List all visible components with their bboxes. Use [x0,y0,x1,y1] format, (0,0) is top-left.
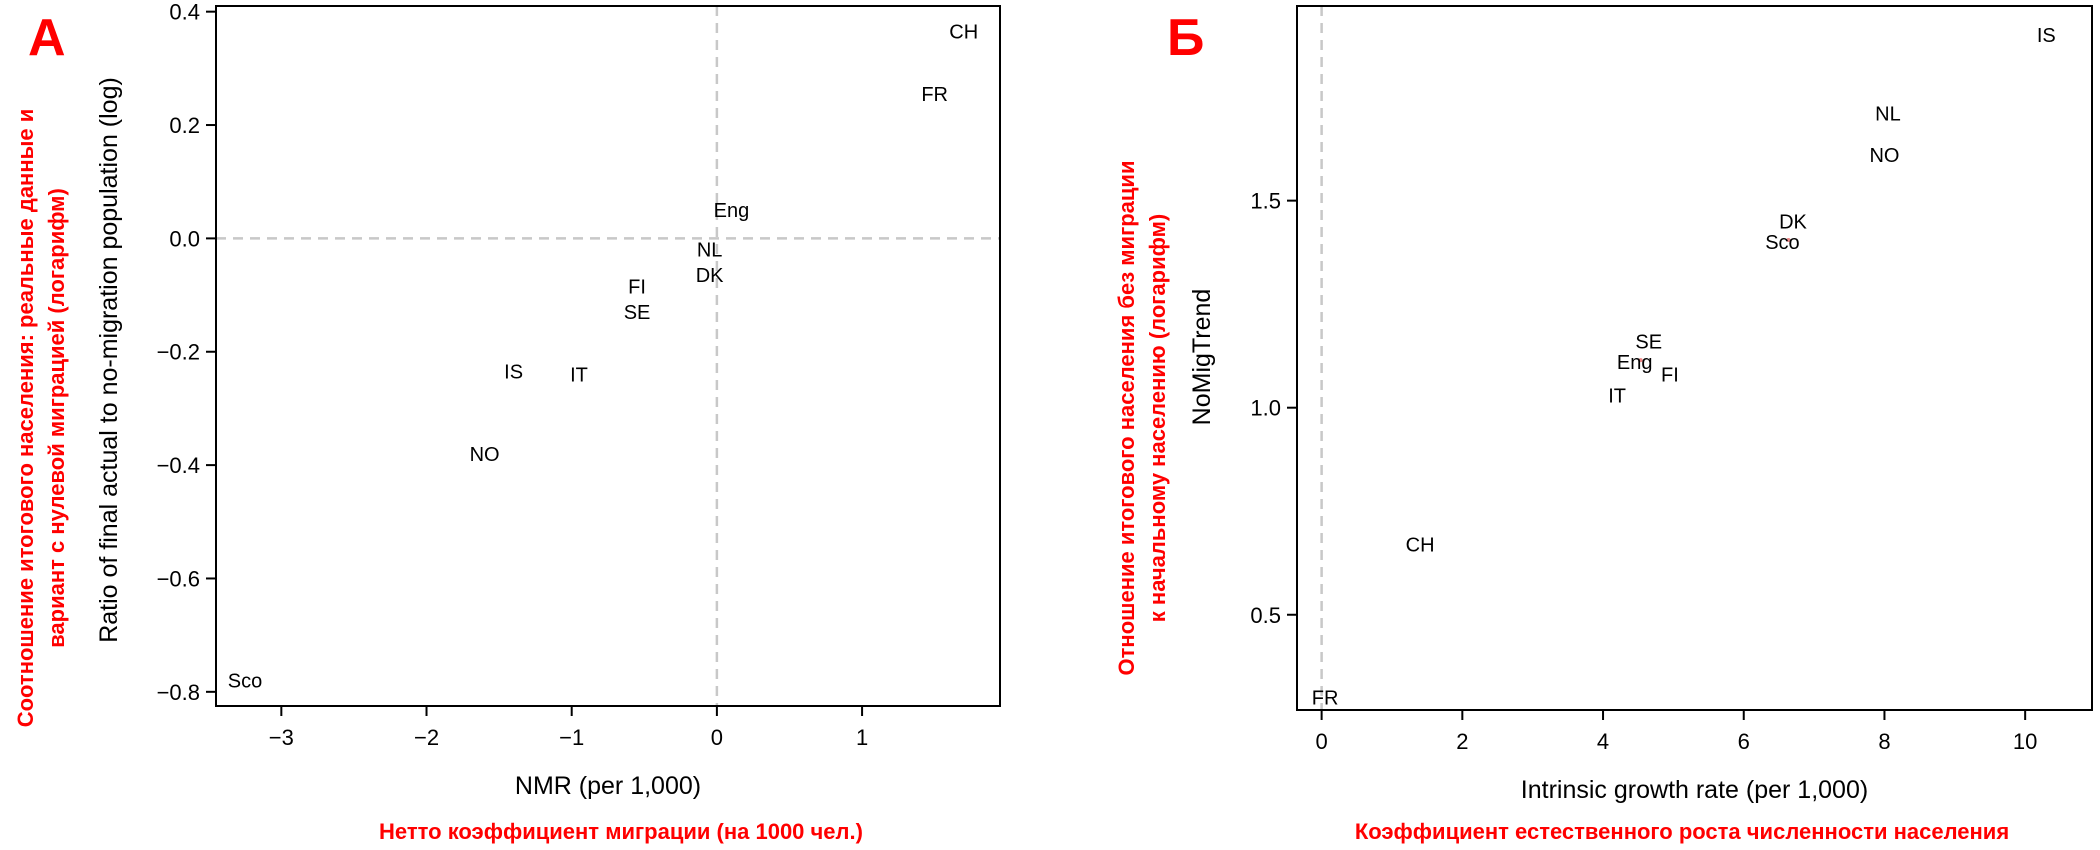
data-point-se: SE [1635,331,1662,353]
data-point-no: NO [1869,145,1899,167]
y-tick-label: 0.2 [169,113,200,138]
x-tick-label: −1 [559,725,584,750]
y-axis-title: Ratio of final actual to no-migration po… [95,77,123,643]
data-point-fr: FR [1312,688,1339,710]
x-axis-title-ru: Нетто коэффициент миграции (на 1000 чел.… [379,819,863,844]
y-axis-title-ru-line2: к начальному населению (логарифм) [1145,214,1170,622]
x-tick-label: 2 [1456,729,1468,754]
y-tick-label: 0.5 [1250,603,1281,628]
data-point-eng: Eng [1617,352,1653,374]
y-axis-title-ru-line2: вариант с нулевой миграцией (логарифм) [44,188,69,648]
x-tick-label: 0 [1315,729,1327,754]
y-axis-title: NoMigTrend [1188,289,1216,426]
y-tick-label: −0.6 [157,566,200,591]
x-tick-label: −3 [269,725,294,750]
x-tick-label: −2 [414,725,439,750]
y-tick-label: 0.4 [169,0,200,25]
y-tick-label: −0.2 [157,340,200,365]
data-point-is: IS [504,362,523,384]
data-point-no: NO [470,444,500,466]
data-point-fr: FR [921,84,948,106]
y-axis-title-ru-line1: Соотношение итогового населения: реальны… [13,109,38,728]
x-axis-title: Intrinsic growth rate (per 1,000) [1521,776,1868,804]
panel-letter: А [28,9,66,67]
y-tick-label: −0.8 [157,680,200,705]
y-tick-label: −0.4 [157,453,200,478]
data-point-se: SE [624,302,651,324]
x-tick-label: 10 [2013,729,2037,754]
data-point-it: IT [1608,385,1626,407]
data-point-nl: NL [1875,104,1901,126]
data-point-sco: Sco [228,670,262,692]
data-point-marker [1638,358,1643,363]
x-axis-title: NMR (per 1,000) [515,772,701,800]
x-tick-label: 6 [1738,729,1750,754]
x-tick-label: 1 [856,725,868,750]
x-axis-title-ru: Коэффициент естественного роста численно… [1355,819,2009,844]
data-point-dk: DK [696,265,724,287]
data-point-dk: DK [1779,211,1807,233]
x-tick-label: 0 [711,725,723,750]
y-axis-title-ru-line1: Отношение итогового населения без миграц… [1114,161,1139,676]
data-point-fi: FI [1661,365,1679,387]
y-tick-label: 0.0 [169,226,200,251]
data-point-ch: CH [1406,534,1435,556]
data-point-it: IT [570,364,588,386]
data-point-nl: NL [697,240,723,262]
x-tick-label: 8 [1878,729,1890,754]
data-point-ch: CH [949,22,978,44]
plot-frame [1296,5,2093,711]
data-point-sco: Sco [1765,232,1799,254]
y-tick-label: 1.0 [1250,396,1281,421]
panel-a: −3 −2 −1 0 1 −0.8 −0.6 −0.4 −0.2 0.0 0.2 0.4 CH FR Eng… [13,0,1001,844]
data-point-fi: FI [628,277,646,299]
panel-letter: Б [1167,9,1204,67]
data-point-eng: Eng [714,200,750,222]
plot-frame [215,5,1001,707]
x-tick-label: 4 [1597,729,1609,754]
data-point-marker [1786,238,1791,243]
y-tick-label: 1.5 [1250,189,1281,214]
data-point-is: IS [2037,25,2056,47]
